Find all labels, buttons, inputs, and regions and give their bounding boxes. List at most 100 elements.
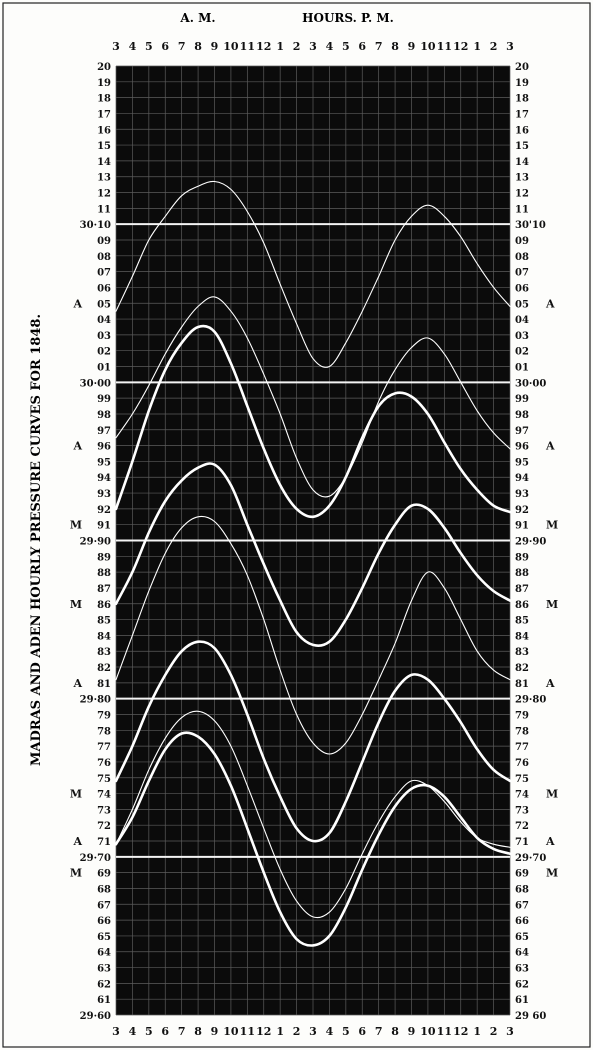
station-marker-left: M bbox=[70, 519, 82, 532]
pressure-curve-8 bbox=[114, 731, 512, 947]
y-tick-label-right: 29·70 bbox=[515, 853, 546, 864]
x-tick-label-top: 6 bbox=[161, 40, 169, 53]
x-tick-label-bottom: 6 bbox=[161, 1025, 169, 1038]
x-tick-label-bottom: 8 bbox=[194, 1025, 202, 1038]
y-tick-label-left: 94 bbox=[97, 473, 111, 484]
x-tick-label-top: 9 bbox=[211, 40, 219, 53]
y-tick-label-right: 99 bbox=[515, 394, 529, 405]
y-tick-label-right: 86 bbox=[515, 600, 529, 611]
y-tick-label-right: 08 bbox=[515, 252, 529, 263]
pressure-curve-1 bbox=[115, 180, 511, 368]
y-tick-label-right: 16 bbox=[515, 125, 529, 136]
y-tick-label-right: 68 bbox=[515, 884, 529, 895]
y-tick-label-left: 96 bbox=[97, 442, 111, 453]
y-tick-label-right: 71 bbox=[515, 837, 529, 848]
y-tick-label-left: 81 bbox=[97, 679, 111, 690]
x-tick-label-bottom: 5 bbox=[342, 1025, 350, 1038]
pressure-curve-6 bbox=[114, 640, 512, 843]
y-tick-label-right: 69 bbox=[515, 869, 529, 880]
y-tick-label-left: 92 bbox=[97, 505, 111, 516]
y-tick-label-left: 97 bbox=[97, 426, 111, 437]
x-tick-label-top: 1 bbox=[473, 40, 481, 53]
y-tick-label-right: 07 bbox=[515, 268, 529, 279]
y-tick-label-left: 02 bbox=[97, 347, 111, 358]
x-tick-label-top: 9 bbox=[408, 40, 416, 53]
y-tick-label-left: 07 bbox=[97, 268, 111, 279]
y-tick-label-right: 94 bbox=[515, 473, 529, 484]
y-tick-label-left: 93 bbox=[97, 489, 111, 500]
y-tick-label-left: 79 bbox=[97, 710, 111, 721]
y-tick-label-left: 72 bbox=[97, 821, 111, 832]
y-tick-label-right: 13 bbox=[515, 173, 529, 184]
y-tick-label-left: 03 bbox=[97, 331, 111, 342]
y-tick-label-left: 11 bbox=[97, 204, 111, 215]
y-tick-label-right: 88 bbox=[515, 568, 529, 579]
station-marker-left: A bbox=[72, 440, 82, 453]
am-header: A. M. bbox=[179, 11, 215, 25]
y-tick-label-left: 62 bbox=[97, 979, 111, 990]
y-tick-label-left: 66 bbox=[97, 916, 111, 927]
y-tick-label-right: 75 bbox=[515, 774, 529, 785]
y-tick-label-left: 20 bbox=[97, 62, 111, 73]
plot-area bbox=[114, 65, 512, 1016]
x-tick-label-bottom: 2 bbox=[293, 1025, 301, 1038]
y-tick-label-right: 92 bbox=[515, 505, 529, 516]
y-tick-label-left: 91 bbox=[97, 521, 111, 532]
y-tick-label-left: 77 bbox=[97, 742, 111, 753]
x-tick-label-bottom: 8 bbox=[391, 1025, 399, 1038]
y-tick-label-left: 68 bbox=[97, 884, 111, 895]
x-tick-label-bottom: 10 bbox=[420, 1025, 436, 1038]
y-tick-labels: 20 19 18 17 16 15 14 13 12 11 30·10 09 08 07 06 05 04 03 0… bbox=[70, 62, 558, 1022]
x-tick-label-top: 10 bbox=[223, 40, 239, 53]
y-tick-label-left: 85 bbox=[97, 616, 111, 627]
x-tick-label-bottom: 5 bbox=[145, 1025, 153, 1038]
x-tick-label-bottom: 3 bbox=[309, 1025, 317, 1038]
y-tick-label-right: 81 bbox=[515, 679, 529, 690]
station-marker-left: A bbox=[72, 297, 82, 310]
y-tick-label-right: 87 bbox=[515, 584, 529, 595]
y-tick-label-left: 83 bbox=[97, 647, 111, 658]
y-tick-label-left: 69 bbox=[97, 869, 111, 880]
y-tick-label-left: 67 bbox=[97, 900, 111, 911]
y-tick-label-right: 72 bbox=[515, 821, 529, 832]
y-tick-label-left: 82 bbox=[97, 663, 111, 674]
station-marker-left: M bbox=[70, 598, 82, 611]
y-tick-label-right: 78 bbox=[515, 726, 529, 737]
y-tick-label-left: 95 bbox=[97, 457, 111, 468]
x-tick-label-bottom: 7 bbox=[375, 1025, 383, 1038]
station-marker-right: M bbox=[546, 788, 558, 801]
y-tick-label-left: 29·90 bbox=[80, 537, 111, 548]
pm-header: HOURS. P. M. bbox=[302, 11, 394, 25]
x-tick-label-top: 8 bbox=[391, 40, 399, 53]
station-marker-right: A bbox=[545, 440, 555, 453]
x-tick-label-top: 8 bbox=[194, 40, 202, 53]
y-tick-label-right: 06 bbox=[515, 283, 529, 294]
station-marker-right: A bbox=[545, 297, 555, 310]
y-tick-label-left: 04 bbox=[97, 315, 111, 326]
y-tick-label-right: 83 bbox=[515, 647, 529, 658]
x-tick-label-bottom: 11 bbox=[240, 1025, 255, 1038]
x-tick-label-top: 11 bbox=[437, 40, 452, 53]
y-tick-label-left: 87 bbox=[97, 584, 111, 595]
y-tick-label-right: 20 bbox=[515, 62, 529, 73]
y-tick-label-left: 01 bbox=[97, 363, 111, 374]
y-tick-label-right: 64 bbox=[515, 948, 529, 959]
x-tick-label-bottom: 7 bbox=[178, 1025, 186, 1038]
y-tick-label-right: 19 bbox=[515, 78, 529, 89]
y-tick-label-right: 01 bbox=[515, 363, 529, 374]
y-tick-label-right: 30'10 bbox=[515, 220, 546, 231]
y-tick-label-right: 04 bbox=[515, 315, 529, 326]
x-tick-label-top: 4 bbox=[129, 40, 137, 53]
station-marker-right: A bbox=[545, 835, 555, 848]
y-tick-label-left: 13 bbox=[97, 173, 111, 184]
x-tick-label-bottom: 3 bbox=[506, 1025, 514, 1038]
x-tick-label-top: 11 bbox=[240, 40, 255, 53]
station-marker-right: A bbox=[545, 677, 555, 690]
y-tick-label-right: 96 bbox=[515, 442, 529, 453]
station-marker-left: M bbox=[70, 788, 82, 801]
y-tick-label-left: 19 bbox=[97, 78, 111, 89]
chart-title: MADRAS AND ADEN HOURLY PRESSURE CURVES F… bbox=[29, 314, 44, 766]
